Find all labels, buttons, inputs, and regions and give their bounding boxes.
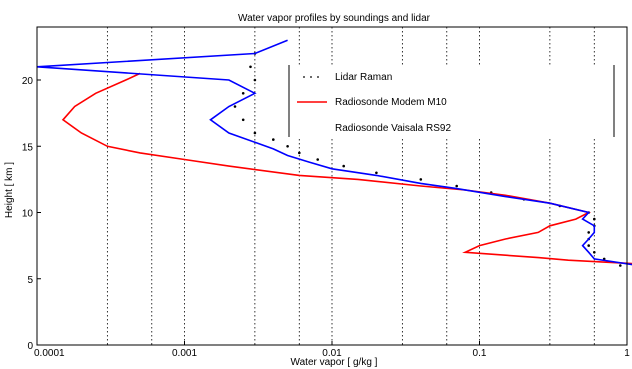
x-tick-label: 0.001 [172,348,197,359]
x-tick-label: 0.1 [473,348,487,359]
lidar-point [272,138,275,141]
lidar-point [253,131,257,135]
legend-label-rs92: Radiosonde Vaisala RS92 [335,123,451,134]
chart-title: Water vapor profiles by soundings and li… [238,13,431,24]
series-line-rs92 [36,39,632,266]
legend: Lidar Raman Radiosonde Modem M10 Radioso… [288,65,615,137]
legend-label-lidar: Lidar Raman [335,72,392,83]
y-tick-label: 20 [22,76,34,87]
legend-label-m10: Radiosonde Modem M10 [335,97,447,108]
y-axis-ticks: 0 5 10 15 20 [22,76,41,352]
y-tick-label: 10 [22,209,34,220]
lidar-point [241,92,245,95]
lidar-point [587,244,590,247]
legend-marker-lidar [303,76,319,78]
lidar-point [342,164,346,168]
lidar-point [375,171,378,175]
lidar-point [587,231,590,234]
x-axis-title: Water vapor [ g/kg ] [291,357,378,368]
y-tick-label: 15 [22,142,34,153]
lidar-point [241,118,245,122]
lidar-point [253,78,257,82]
lidar-point [249,65,252,69]
lidar-point [619,264,622,267]
lidar-point [593,251,596,254]
series-2 [36,39,632,266]
lidar-point [455,184,459,188]
lidar-point [298,151,301,155]
lidar-point [419,178,423,181]
lidar-point [286,145,289,148]
lidar-point [233,105,237,108]
y-axis-title: Height [ km ] [4,162,15,218]
legend-box [289,65,614,137]
lidar-point [593,217,596,221]
x-tick-label: 1 [624,348,630,359]
series-layer [36,39,632,267]
lidar-point [316,158,320,161]
x-tick-label: 0.01 [322,348,342,359]
x-tick-label: 0.0001 [34,348,65,359]
y-tick-label: 5 [27,275,33,286]
y-tick-label: 0 [27,341,33,352]
